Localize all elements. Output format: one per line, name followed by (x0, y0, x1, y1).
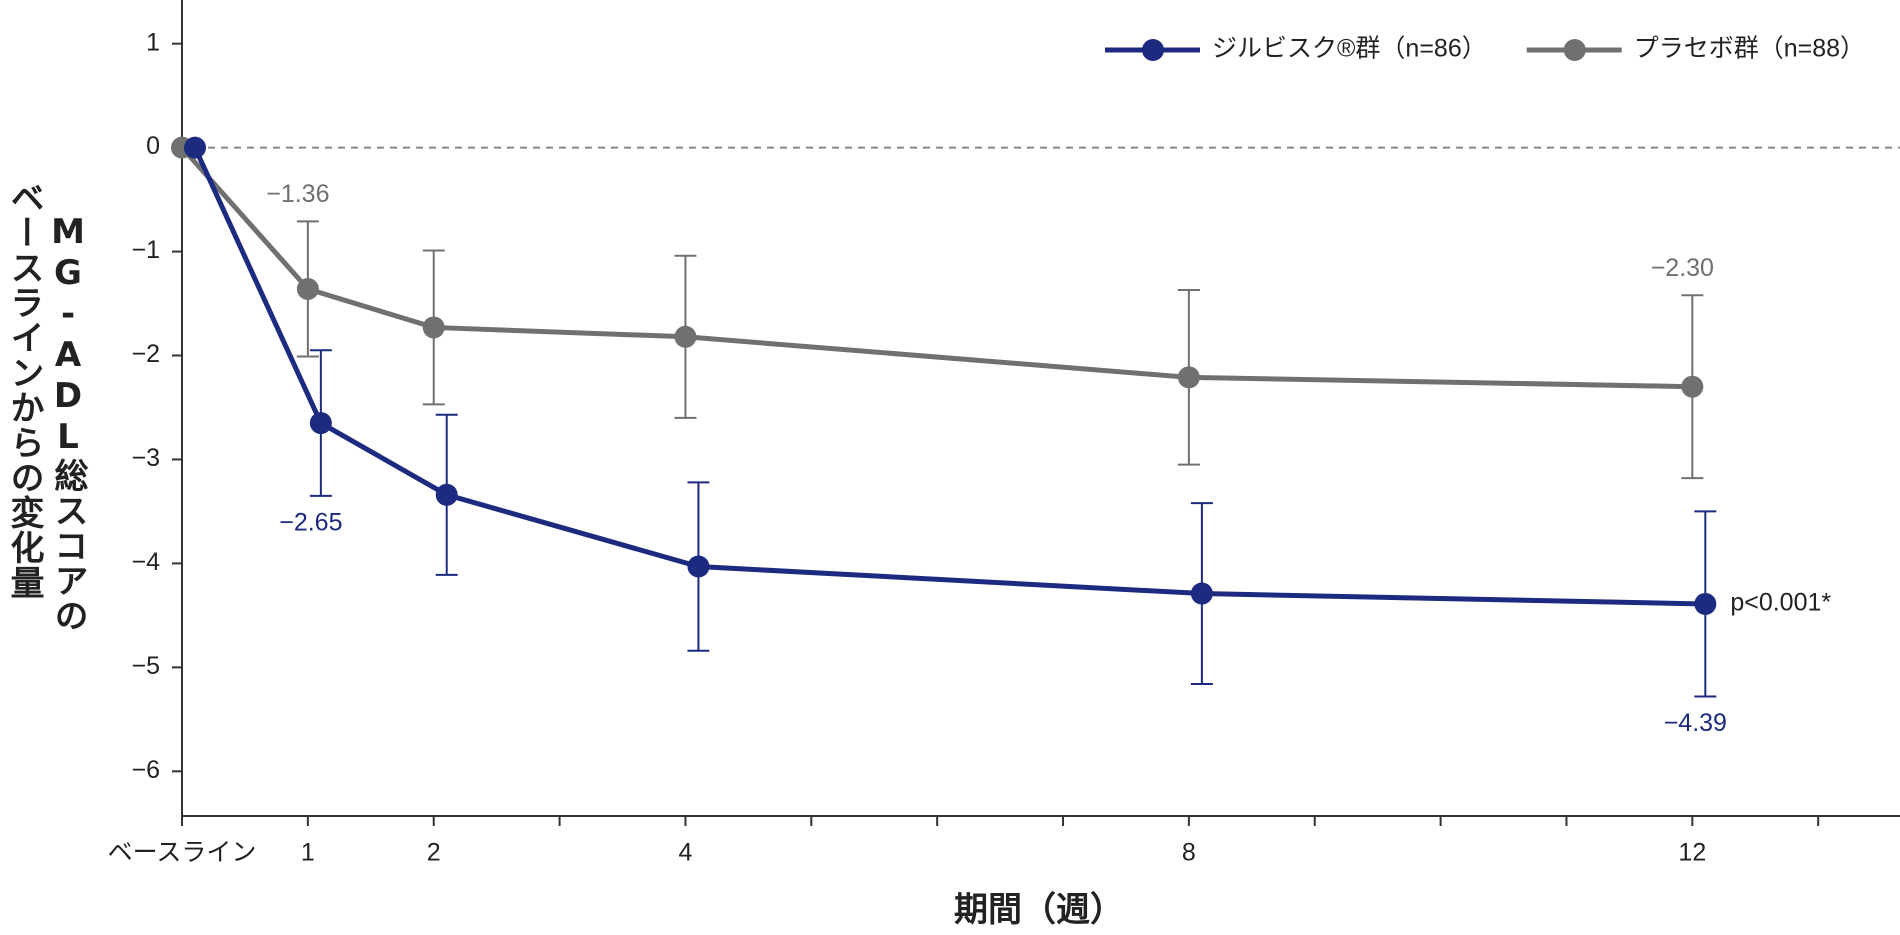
point (184, 136, 206, 159)
y-tick-label: −1 (131, 236, 160, 264)
x-tick-label: 12 (1678, 839, 1706, 867)
point (435, 483, 458, 506)
x-tick-label: 4 (678, 839, 692, 867)
legend-label: プラセボ群（n=88） (1634, 35, 1865, 63)
series-line (180, 145, 1693, 390)
point (422, 316, 445, 339)
point (296, 277, 319, 300)
legend-marker (1142, 39, 1164, 61)
legend-marker (1563, 39, 1586, 61)
point (1177, 366, 1200, 389)
x-tick-label: 1 (301, 839, 315, 867)
value-label: −4.39 (1664, 709, 1727, 737)
y-tick-label: 1 (146, 28, 160, 56)
point (674, 325, 697, 348)
y-tick-label: −5 (131, 652, 160, 680)
y-tick-label: −4 (131, 548, 160, 576)
x-tick-label: 2 (427, 839, 441, 867)
point (1681, 375, 1704, 398)
series-line (192, 146, 1706, 607)
y-tick-label: −3 (131, 444, 160, 472)
value-label: −2.30 (1651, 254, 1714, 282)
y-tick-label: −6 (131, 756, 160, 784)
x-axis-title: 期間（週） (954, 890, 1124, 929)
point (1190, 582, 1213, 605)
y-axis-title: ベースラインからの変化量 (4, 180, 44, 600)
y-tick-label: −2 (131, 340, 160, 368)
value-label: −2.65 (279, 508, 342, 536)
legend-label: ジルビスク®群（n=86） (1212, 35, 1487, 63)
y-axis-title: MG-ADL総スコアの (48, 212, 88, 633)
point (309, 412, 332, 435)
y-tick-label: 0 (146, 132, 160, 160)
point (1694, 592, 1717, 615)
x-tick-label: ベースライン (108, 839, 257, 867)
point (687, 555, 710, 578)
value-label: −1.36 (266, 180, 329, 208)
annotation: p<0.001* (1730, 589, 1831, 617)
x-tick-label: 8 (1182, 839, 1196, 867)
